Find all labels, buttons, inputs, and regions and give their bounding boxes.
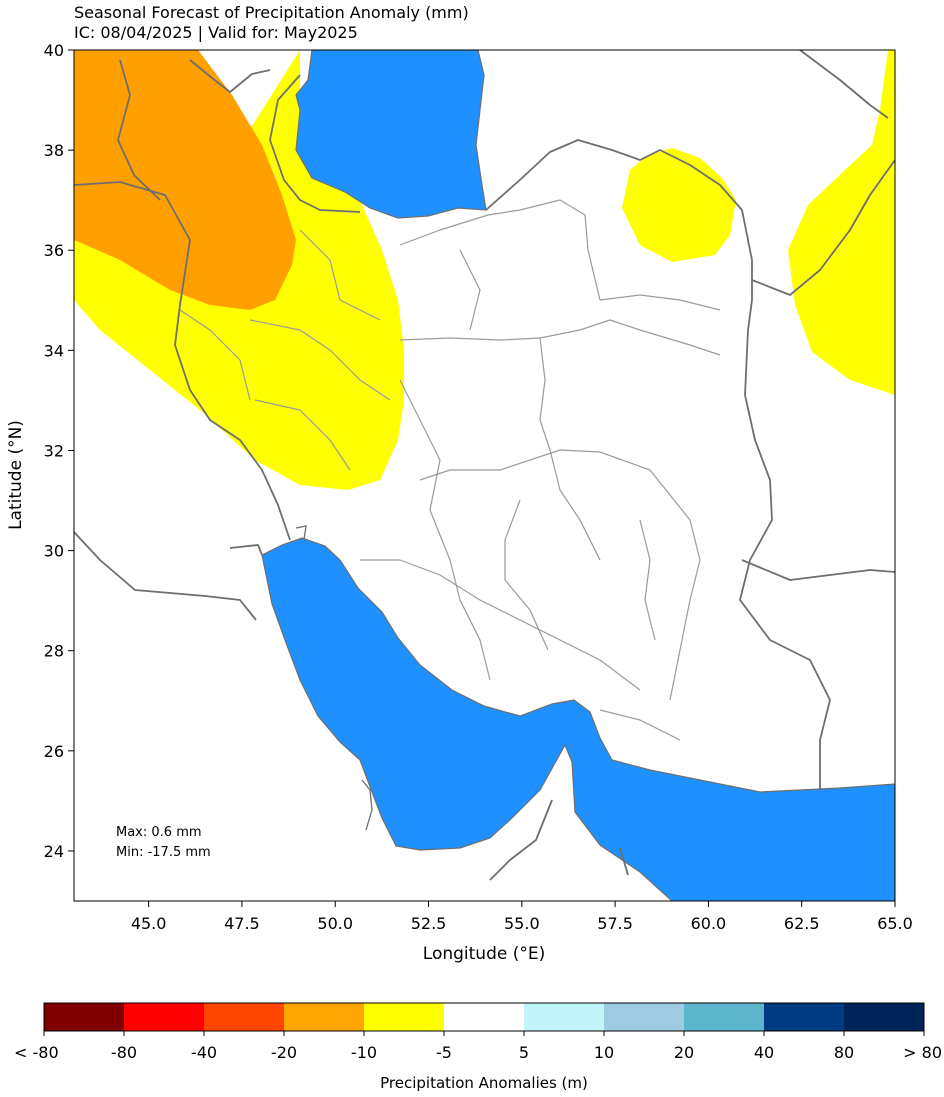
colorbar-swatch <box>44 1003 124 1031</box>
colorbar-swatch <box>444 1003 524 1031</box>
colorbar-swatch <box>764 1003 844 1031</box>
colorbar-frame <box>43 1002 925 1032</box>
colorbar-swatch <box>204 1003 284 1031</box>
y-axis-label: Latitude (°N) <box>6 420 26 530</box>
colorbar-label: > 80 <box>903 1043 942 1062</box>
colorbar-swatch <box>684 1003 764 1031</box>
x-tick-label: 50.0 <box>317 914 353 933</box>
x-axis-label: Longitude (°E) <box>423 944 545 964</box>
y-tick-label: 38 <box>44 141 64 160</box>
y-tick-label: 28 <box>44 642 64 661</box>
colorbar-title: Precipitation Anomalies (m) <box>380 1074 588 1092</box>
colorbar-label: 40 <box>754 1043 774 1062</box>
x-axis: 45.0 47.5 50.0 52.5 55.0 57.5 60.0 62.5 65.0 <box>131 901 913 933</box>
colorbar-swatch <box>284 1003 364 1031</box>
colorbar-swatch <box>604 1003 684 1031</box>
map-area <box>74 50 895 901</box>
country-borders <box>74 50 895 881</box>
y-tick-label: 24 <box>44 842 64 861</box>
colorbar-label: -20 <box>271 1043 297 1062</box>
colorbar: < -80 -80 -40 -20 -10 -5 5 10 20 40 80 > 80 <box>14 1002 942 1062</box>
y-tick-label: 34 <box>44 341 64 360</box>
plot-frame <box>73 49 896 902</box>
y-tick-label: 32 <box>44 441 64 460</box>
x-tick-label: 62.5 <box>784 914 820 933</box>
colorbar-swatch <box>524 1003 604 1031</box>
caspian-sea <box>295 50 487 219</box>
max-value-note: Max: 0.6 mm <box>116 825 202 840</box>
colorbar-label: 10 <box>594 1043 614 1062</box>
colorbar-label: 20 <box>674 1043 694 1062</box>
colorbar-label: 80 <box>834 1043 854 1062</box>
x-tick-label: 65.0 <box>877 914 913 933</box>
colorbar-label: -10 <box>351 1043 377 1062</box>
y-tick-label: 40 <box>44 41 64 60</box>
y-tick-label: 30 <box>44 542 64 561</box>
y-tick-label: 36 <box>44 241 64 260</box>
colorbar-label: -5 <box>436 1043 452 1062</box>
min-value-note: Min: -17.5 mm <box>116 845 211 860</box>
orange-anomaly-northwest <box>74 50 296 310</box>
persian-gulf <box>261 537 895 901</box>
gulf-islands <box>295 525 373 831</box>
chart-title: Seasonal Forecast of Precipitation Anoma… <box>74 3 469 22</box>
chart-subtitle: IC: 08/04/2025 | Valid for: May2025 <box>74 23 358 42</box>
x-tick-label: 45.0 <box>131 914 167 933</box>
colorbar-label: -40 <box>191 1043 217 1062</box>
colorbar-label: -80 <box>111 1043 137 1062</box>
colorbar-swatch <box>124 1003 204 1031</box>
province-borders <box>179 199 721 741</box>
colorbar-label: 5 <box>519 1043 529 1062</box>
colorbar-swatch <box>364 1003 444 1031</box>
x-tick-label: 52.5 <box>411 914 447 933</box>
x-tick-label: 47.5 <box>224 914 260 933</box>
colorbar-label: < -80 <box>14 1043 59 1062</box>
x-tick-label: 55.0 <box>504 914 540 933</box>
colorbar-swatch <box>844 1003 924 1031</box>
y-tick-label: 26 <box>44 742 64 761</box>
yellow-anomaly-east <box>788 50 895 395</box>
x-tick-label: 57.5 <box>597 914 633 933</box>
x-tick-label: 60.0 <box>691 914 727 933</box>
y-axis: 24 26 28 30 32 34 36 38 40 <box>44 41 74 861</box>
